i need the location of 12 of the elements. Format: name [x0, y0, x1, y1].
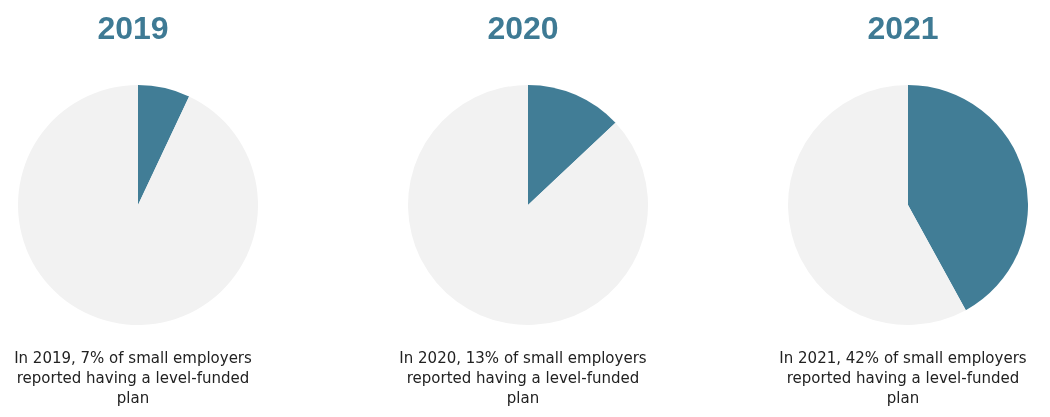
text: In 2020, 13% of small employers reported having a level-funded plan — [398, 348, 648, 408]
pie-slice — [408, 85, 648, 325]
pie-slice — [528, 85, 616, 205]
pie-slice — [908, 85, 1028, 311]
chart-title: 2020 — [486, 10, 560, 47]
pie-slice — [788, 85, 966, 325]
chart-title: 2021 — [866, 10, 940, 47]
pie-slice — [18, 85, 258, 325]
pie-slice — [138, 85, 190, 205]
chart-title: 2019 — [96, 10, 170, 47]
text: In 2019, 7% of small employers reported having a level-funded plan — [13, 348, 253, 408]
text: In 2021, 42% of small employers reported having a level-funded plan — [778, 348, 1028, 408]
